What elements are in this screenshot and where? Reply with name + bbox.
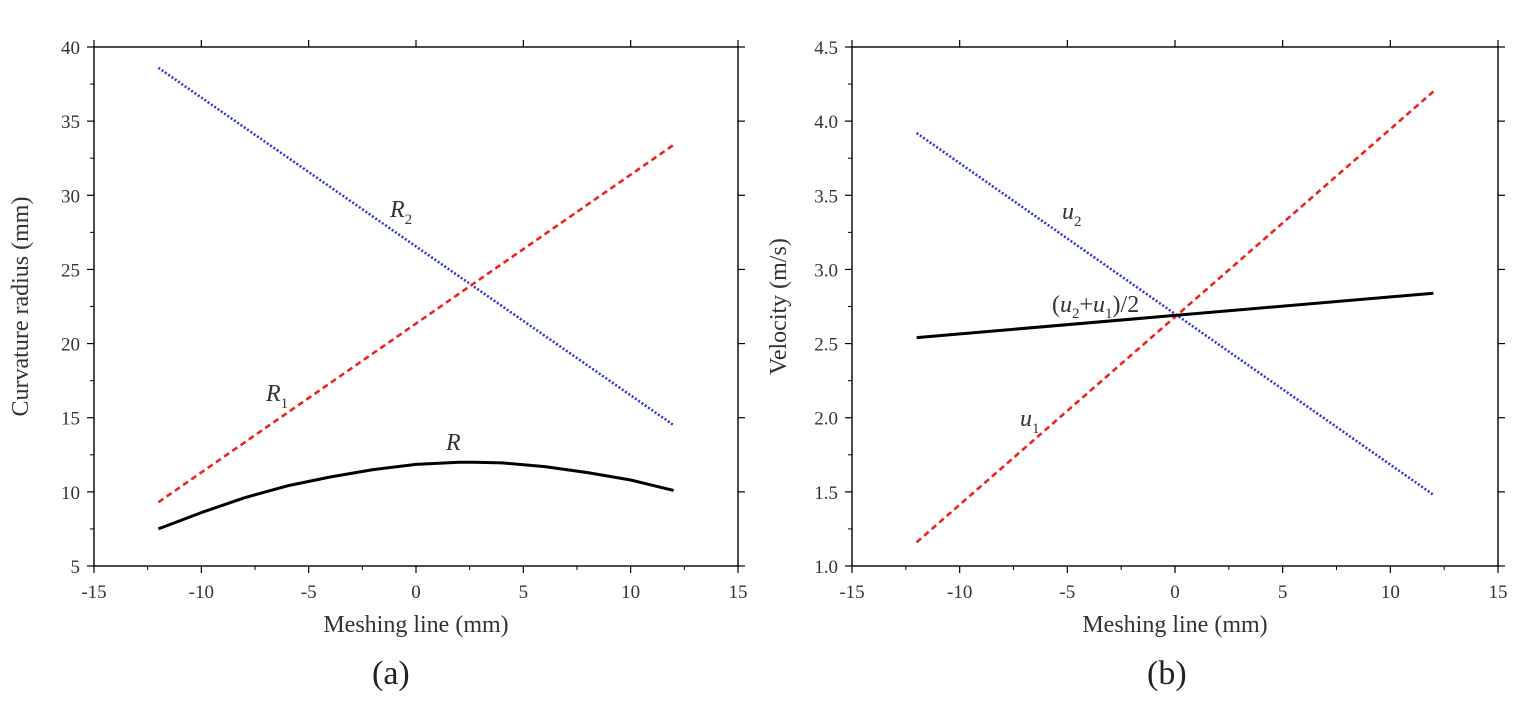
x-axis-label: Meshing line (mm) (1082, 612, 1267, 638)
series-line-u2 (915, 131, 1435, 496)
series-label-r1: R1 (265, 381, 288, 412)
chart-panel-a: -15 -10 -5 0 5 10 15 5 10 15 20 25 30 35 40 Meshing lin… (8, 38, 748, 638)
x-tick-label: 0 (1170, 582, 1180, 603)
y-tick-label: 35 (61, 112, 80, 133)
x-tick-label: -10 (189, 582, 214, 603)
caption-a: (a) (372, 655, 410, 692)
x-tick-label: -15 (81, 582, 106, 603)
y-tick-label: 2.5 (814, 335, 838, 356)
y-tick-label: 2.0 (814, 409, 838, 430)
y-tick-label: 3.0 (814, 260, 838, 281)
series-label-u1: u1 (1020, 406, 1040, 437)
series-line-r (157, 460, 674, 531)
y-axis-label: Curvature radius (mm) (8, 197, 34, 417)
series-label-u2: u2 (1062, 199, 1082, 230)
y-tick-label: 25 (61, 260, 80, 281)
x-tick-label: -5 (301, 582, 317, 603)
y-tick-label: 5 (71, 557, 81, 578)
y-tick-label: 20 (61, 335, 80, 356)
x-tick-label: -15 (839, 582, 864, 603)
x-tick-label: 10 (1381, 582, 1400, 603)
series-line-u2u12 (916, 291, 1434, 340)
y-tick-label: 30 (61, 186, 80, 207)
x-axis-label: Meshing line (mm) (323, 612, 508, 638)
y-axis-label: Velocity (m/s) (766, 238, 792, 375)
series-line-r1 (157, 143, 675, 504)
y-tick-label: 40 (61, 38, 80, 59)
x-tick-label: 5 (1278, 582, 1288, 603)
y-tick-label: 3.5 (814, 186, 838, 207)
x-tick-label: 15 (729, 582, 748, 603)
series-label-r: R (445, 430, 461, 456)
caption-b: (b) (1147, 655, 1187, 692)
x-tick-label: -10 (947, 582, 972, 603)
series-line-r2 (157, 66, 675, 427)
plot-frame (93, 46, 739, 567)
plot-frame (851, 46, 1499, 567)
chart-panel-b: -15 -10 -5 0 5 10 15 1.0 1.5 2.0 2.5 3.0 3.5 4.0 4.5 Me… (766, 38, 1508, 638)
y-tick-label: 15 (61, 409, 80, 430)
x-tick-label: 15 (1489, 582, 1508, 603)
y-tick-label: 4.5 (814, 38, 838, 59)
x-tick-label: 10 (621, 582, 640, 603)
y-tick-label: 1.5 (814, 483, 838, 504)
series-label-r2: R2 (389, 197, 412, 228)
x-tick-label: 0 (411, 582, 421, 603)
x-tick-label: 5 (519, 582, 529, 603)
y-tick-label: 10 (61, 483, 80, 504)
y-tick-label: 4.0 (814, 112, 838, 133)
x-tick-label: -5 (1059, 582, 1075, 603)
series-label-u2u12: (u2​+u1​)/2 (1052, 292, 1139, 322)
y-tick-label: 1.0 (814, 557, 838, 578)
